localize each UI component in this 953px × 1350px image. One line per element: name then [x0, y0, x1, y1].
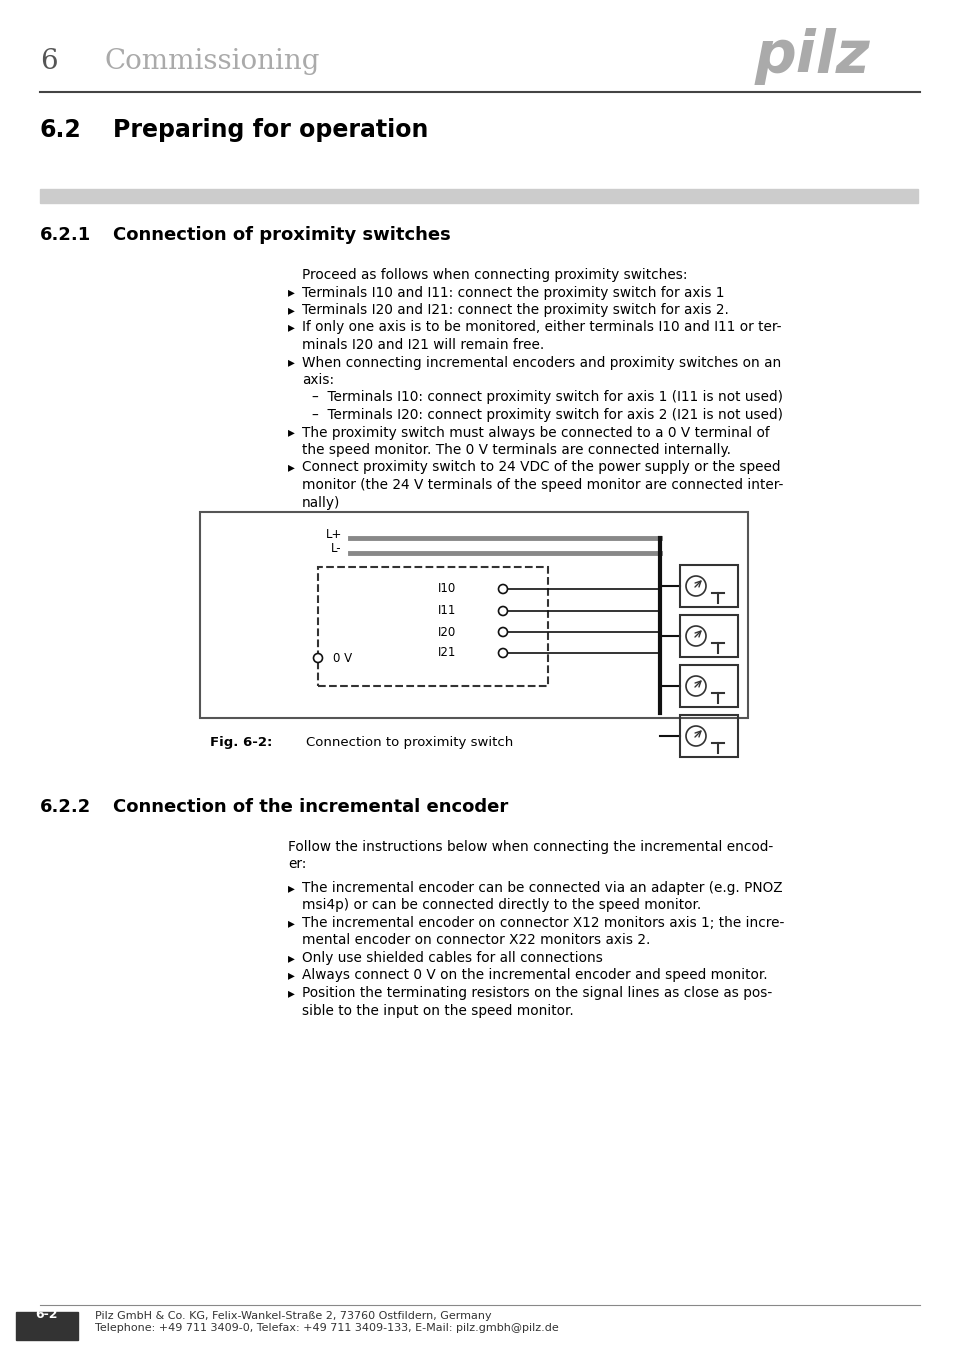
Text: I20: I20 — [437, 625, 456, 639]
Text: The proximity switch must always be connected to a 0 V terminal of: The proximity switch must always be conn… — [302, 425, 769, 440]
Text: minals I20 and I21 will remain free.: minals I20 and I21 will remain free. — [302, 338, 543, 352]
Text: mental encoder on connector X22 monitors axis 2.: mental encoder on connector X22 monitors… — [302, 933, 650, 948]
Text: 6-2: 6-2 — [35, 1308, 58, 1322]
Text: Fig. 6-2:: Fig. 6-2: — [210, 736, 273, 749]
Text: If only one axis is to be monitored, either terminals I10 and I11 or ter-: If only one axis is to be monitored, eit… — [302, 320, 781, 335]
Text: ▸: ▸ — [288, 285, 294, 300]
Text: Only use shielded cables for all connections: Only use shielded cables for all connect… — [302, 950, 602, 965]
Text: sible to the input on the speed monitor.: sible to the input on the speed monitor. — [302, 1003, 573, 1018]
Text: –  Terminals I10: connect proximity switch for axis 1 (I11 is not used): – Terminals I10: connect proximity switc… — [312, 390, 782, 405]
Circle shape — [498, 606, 507, 616]
Text: axis:: axis: — [302, 373, 334, 387]
Text: ▸: ▸ — [288, 950, 294, 965]
Text: When connecting incremental encoders and proximity switches on an: When connecting incremental encoders and… — [302, 355, 781, 370]
Text: ▸: ▸ — [288, 882, 294, 895]
Text: Connection of proximity switches: Connection of proximity switches — [112, 225, 450, 244]
Circle shape — [498, 585, 507, 594]
Bar — [679, 716, 738, 757]
Text: Connection of the incremental encoder: Connection of the incremental encoder — [112, 798, 508, 815]
Bar — [317, 567, 547, 686]
Text: Preparing for operation: Preparing for operation — [112, 117, 428, 142]
Bar — [16, 1312, 78, 1341]
Bar — [679, 566, 738, 608]
Text: Terminals I10 and I11: connect the proximity switch for axis 1: Terminals I10 and I11: connect the proxi… — [302, 285, 723, 300]
Text: The incremental encoder can be connected via an adapter (e.g. PNOZ: The incremental encoder can be connected… — [302, 882, 781, 895]
Text: msi4p) or can be connected directly to the speed monitor.: msi4p) or can be connected directly to t… — [302, 899, 700, 913]
Text: 6.2.2: 6.2.2 — [40, 798, 91, 815]
Text: Connect proximity switch to 24 VDC of the power supply or the speed: Connect proximity switch to 24 VDC of th… — [302, 460, 780, 474]
Text: L+: L+ — [325, 528, 341, 540]
Text: I21: I21 — [437, 647, 456, 660]
Text: ▸: ▸ — [288, 302, 294, 317]
Bar — [200, 512, 747, 718]
Text: pilz: pilz — [754, 28, 869, 85]
Text: The incremental encoder on connector X12 monitors axis 1; the incre-: The incremental encoder on connector X12… — [302, 917, 783, 930]
Text: Connection to proximity switch: Connection to proximity switch — [306, 736, 513, 749]
Text: ▸: ▸ — [288, 320, 294, 335]
Bar — [679, 666, 738, 707]
Text: Follow the instructions below when connecting the incremental encod-: Follow the instructions below when conne… — [288, 840, 773, 855]
Text: nally): nally) — [302, 495, 340, 509]
Circle shape — [498, 628, 507, 636]
Text: Proceed as follows when connecting proximity switches:: Proceed as follows when connecting proxi… — [302, 269, 687, 282]
Text: Terminals I20 and I21: connect the proximity switch for axis 2.: Terminals I20 and I21: connect the proxi… — [302, 302, 728, 317]
Text: Position the terminating resistors on the signal lines as close as pos-: Position the terminating resistors on th… — [302, 986, 771, 1000]
Text: the speed monitor. The 0 V terminals are connected internally.: the speed monitor. The 0 V terminals are… — [302, 443, 730, 458]
Text: monitor (the 24 V terminals of the speed monitor are connected inter-: monitor (the 24 V terminals of the speed… — [302, 478, 782, 491]
Bar — [40, 189, 917, 202]
Text: ▸: ▸ — [288, 986, 294, 1000]
Text: I10: I10 — [437, 582, 456, 595]
Circle shape — [314, 653, 322, 663]
Text: Commissioning: Commissioning — [105, 49, 320, 76]
Bar — [679, 616, 738, 657]
Text: L-: L- — [331, 543, 341, 555]
Text: Pilz GmbH & Co. KG, Felix-Wankel-Straße 2, 73760 Ostfildern, Germany: Pilz GmbH & Co. KG, Felix-Wankel-Straße … — [95, 1311, 491, 1322]
Text: ▸: ▸ — [288, 917, 294, 930]
Circle shape — [498, 648, 507, 657]
Text: ▸: ▸ — [288, 460, 294, 474]
Text: ▸: ▸ — [288, 425, 294, 440]
Text: I11: I11 — [437, 605, 456, 617]
Text: –  Terminals I20: connect proximity switch for axis 2 (I21 is not used): – Terminals I20: connect proximity switc… — [312, 408, 782, 423]
Text: ▸: ▸ — [288, 355, 294, 370]
Text: er:: er: — [288, 857, 306, 872]
Text: ▸: ▸ — [288, 968, 294, 983]
Text: 6.2: 6.2 — [40, 117, 82, 142]
Text: 6: 6 — [40, 49, 57, 76]
Text: 6.2.1: 6.2.1 — [40, 225, 91, 244]
Text: 0 V: 0 V — [333, 652, 352, 666]
Text: Telephone: +49 711 3409-0, Telefax: +49 711 3409-133, E-Mail: pilz.gmbh@pilz.de: Telephone: +49 711 3409-0, Telefax: +49 … — [95, 1323, 558, 1332]
Text: Always connect 0 V on the incremental encoder and speed monitor.: Always connect 0 V on the incremental en… — [302, 968, 767, 983]
